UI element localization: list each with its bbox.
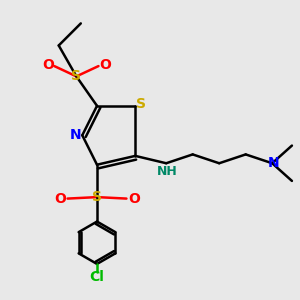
Text: S: S: [136, 98, 146, 111]
Text: NH: NH: [157, 165, 178, 178]
Text: O: O: [54, 192, 66, 206]
Text: O: O: [99, 58, 111, 72]
Text: Cl: Cl: [90, 271, 104, 284]
Text: O: O: [128, 192, 140, 206]
Text: S: S: [71, 69, 81, 83]
Text: N: N: [70, 128, 81, 142]
Text: O: O: [42, 58, 54, 72]
Text: S: S: [92, 190, 102, 204]
Text: N: N: [268, 156, 280, 170]
